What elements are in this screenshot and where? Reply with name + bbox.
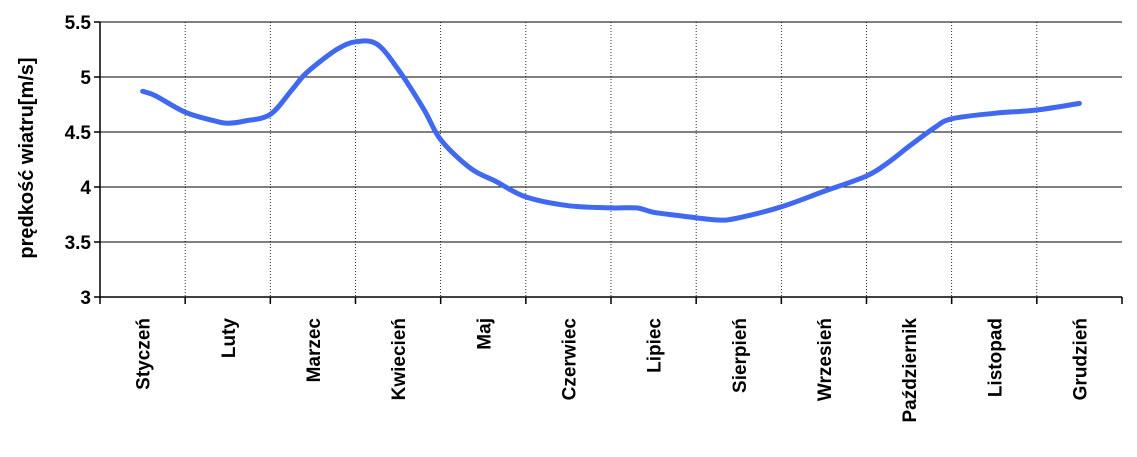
x-category-label: Styczeń bbox=[134, 318, 155, 390]
x-category-label: Lipiec bbox=[645, 318, 666, 373]
x-category-label: Sierpień bbox=[730, 318, 751, 393]
x-category-label: Kwiecień bbox=[389, 318, 410, 400]
y-tick-label: 4 bbox=[80, 178, 91, 199]
x-category-label: Grudzień bbox=[1070, 318, 1091, 400]
y-tick-label: 5.5 bbox=[65, 13, 92, 34]
x-category-label: Maj bbox=[474, 318, 495, 350]
series-line bbox=[140, 38, 1082, 223]
x-category-label: Czerwiec bbox=[559, 318, 580, 401]
grid-layer bbox=[100, 21, 1122, 297]
series-layer bbox=[140, 38, 1082, 223]
y-tick-label: 4.5 bbox=[65, 123, 92, 144]
y-tick-label: 5 bbox=[80, 68, 91, 89]
y-tick-label: 3.5 bbox=[65, 233, 92, 254]
y-tick-label: 3 bbox=[80, 288, 91, 309]
x-category-label: Luty bbox=[219, 318, 240, 359]
labels-layer: 3 3.5 4 4.5 5 5.5 Styczeń Luty Marzec Kwiecień Maj… bbox=[65, 13, 1092, 423]
axes-layer bbox=[94, 21, 1123, 304]
x-category-label: Marzec bbox=[304, 318, 325, 383]
x-category-label: Listopad bbox=[985, 318, 1006, 397]
y-axis-title: prędkość wiatru[m/s] bbox=[16, 57, 38, 258]
x-category-label: Październik bbox=[900, 318, 921, 423]
x-category-label: Wrzesień bbox=[815, 318, 836, 401]
